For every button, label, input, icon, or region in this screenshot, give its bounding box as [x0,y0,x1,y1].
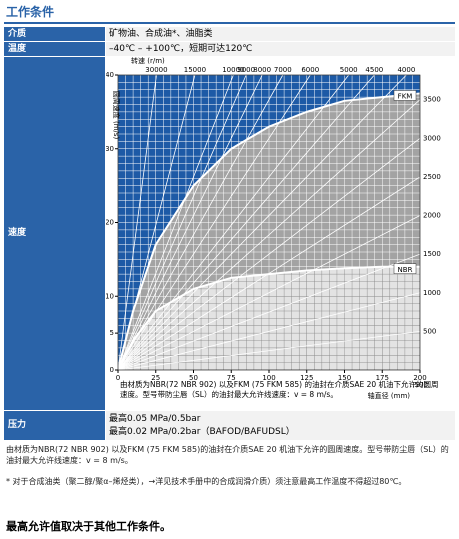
y-tick-label: 0 [110,366,114,374]
row-label: 温度 [4,42,105,56]
legend-box [393,90,417,101]
row-value: –40℃ – +100℃，短期可达120℃ [106,42,455,56]
rpm-label: 3000 [423,134,441,142]
title: 工作条件 [6,5,55,19]
note: * 对于合成油类（聚二醇/聚α–烯烃类），→洋见技术手册中的合成润滑介质）须注意… [6,477,407,486]
x-tick-label: 100 [262,374,275,382]
rpm-line [117,137,421,371]
rpm-line [117,74,350,371]
x-tick-label: 0 [116,374,120,382]
row-value: 最高0.05 MPa/0.5bar 最高0.02 MPa/0.2bar（BAFO… [106,411,455,440]
rpm-label: 9000 [237,66,255,74]
pressure: 最高0.05 MPa/0.5bar [109,414,201,424]
plot-frame [117,74,421,371]
rpm-label: 6000 [301,66,319,74]
row-value: 矿物油、合成油*、油脂类 [106,27,455,41]
legend-label: NBR [398,266,413,274]
rpm-line [117,74,157,371]
rpm-line [117,330,421,371]
x-tick-label: 50 [189,374,198,382]
rpm-line [117,74,375,371]
y-tick-label: 5 [110,329,114,337]
curve [117,92,421,371]
note: 由材质为NBR(72 NBR 902) 以及FKM (75 FKM 585)的油… [6,445,449,465]
pressure: 最高0.02 MPa/0.2bar（BAFOD/BAFUDSL） [109,427,295,437]
rpm-axis-label: 转速 (r/m) [131,57,165,65]
rpm-line [117,292,421,371]
rpm-label: 3500 [423,96,441,104]
rpm-label: 30000 [145,66,167,74]
legend-label: FKM [398,92,413,100]
rpm-line [117,215,421,371]
x-tick-label: 25 [151,374,160,382]
rpm-line [117,74,247,371]
rpm-line [117,99,421,371]
rpm-line [117,74,234,371]
x-tick-label: 175 [376,374,389,382]
rpm-label: 10000 [222,66,244,74]
x-tick-label: 150 [338,374,351,382]
rpm-label: 2500 [423,173,441,181]
rpm-label: 7000 [274,66,292,74]
rpm-label: 4500 [365,66,383,74]
chart-caption: 由材质为NBR(72 NBR 902) 以及FKM (75 FKM 585) 的… [120,380,439,399]
rpm-label: 500 [423,327,436,335]
rpm-label: 15000 [184,66,206,74]
y-tick-label: 20 [106,219,114,227]
x-tick-label: 75 [227,374,236,382]
row-label: 介质 [4,27,105,41]
y-tick-label: 10 [106,292,114,300]
rpm-line [117,74,284,371]
x-extra-label: .500 [412,381,428,389]
rpm-line [117,74,407,371]
rpm-label: 5000 [340,66,358,74]
x-tick-label: 200 [413,374,426,382]
y-axis-label: 圆周速度 (m/s) [112,91,121,140]
y-tick-label: 40 [106,71,114,79]
row-label: 压力 [4,411,105,440]
rpm-label: 4000 [397,66,415,74]
legend-box [393,263,417,274]
x-tick-label: 125 [300,374,313,382]
rpm-label: 2000 [423,212,441,220]
rpm-label: 8000 [253,66,271,74]
rpm-label: 1500 [423,250,441,258]
footer: 最高允许值取决于其他工作条件。 [6,520,171,533]
rule [4,22,455,24]
y-tick-label: 30 [106,145,114,153]
row-label: 速度 [4,57,105,410]
rpm-line [117,253,421,371]
rpm-line [117,74,311,371]
curve [117,265,420,371]
rpm-label: 1000 [423,289,441,297]
x-axis-label: 轴直径 (mm) [368,391,411,400]
rpm-line [117,74,263,371]
